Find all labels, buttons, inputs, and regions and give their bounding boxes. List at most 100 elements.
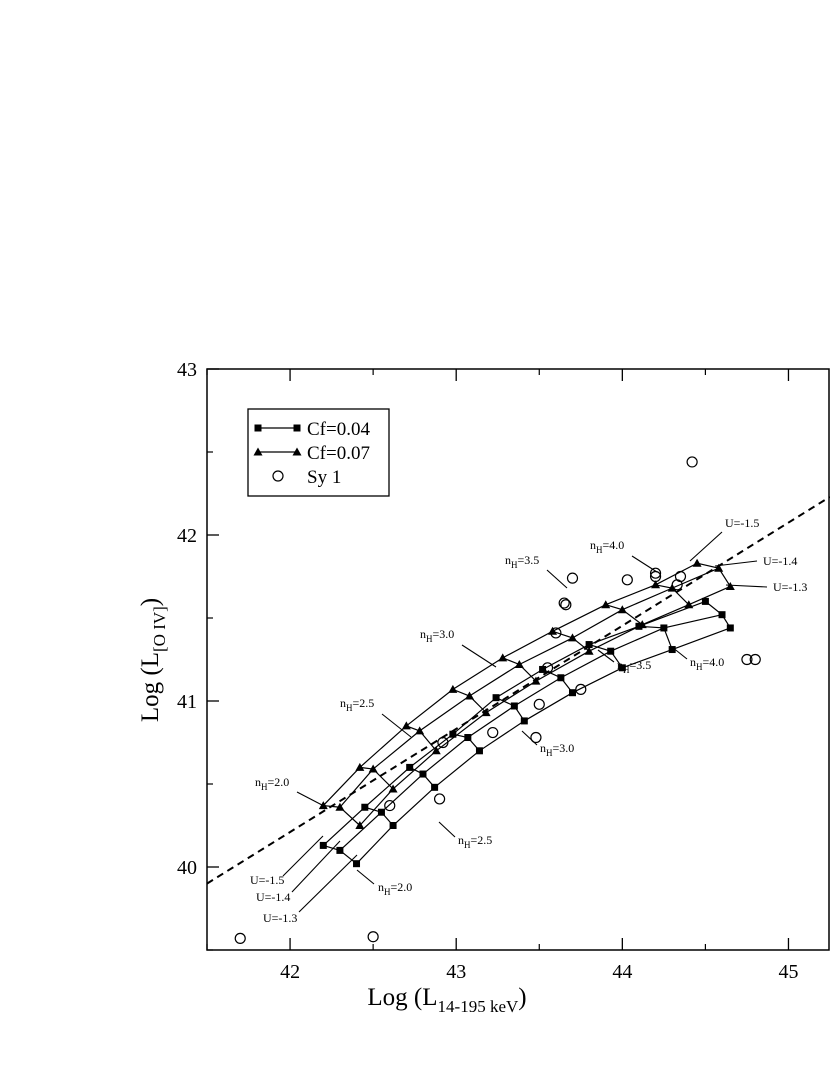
y-tick-label: 42 [177,525,197,547]
annotation-leader [671,646,688,660]
triangle-marker [481,708,491,717]
square-marker [607,647,615,655]
annotation-leader [298,854,358,913]
annotation-part: n [590,538,596,552]
model-curve [359,585,731,826]
triangle-marker [318,801,328,810]
triangle-marker [684,600,694,609]
density-line [705,600,731,629]
triangle-marker [567,633,577,642]
model-curve [339,614,723,851]
annotation-part: U=-1.4 [763,554,797,568]
y-axis-label-part: ) [137,598,164,606]
annotation-leader [356,869,375,885]
circle-marker [530,731,542,744]
triangle-marker [651,580,661,589]
annotation-part: =3.0 [433,627,455,641]
annotation: nH=2.5 [458,833,492,850]
legend-label: Cf=0.04 [307,419,370,440]
x-tick-label: 44 [612,961,632,983]
circle-marker [686,456,698,468]
annotation-part: =2.5 [353,696,375,710]
circle-marker [566,572,579,584]
triangle-marker [335,802,345,811]
annotation-part: H [384,887,391,897]
annotation-part: n [690,655,696,669]
square-marker [618,664,626,672]
annotation-part: =2.0 [268,775,290,789]
fit-line [206,495,830,885]
x-axis-label-part: ) [518,984,526,1011]
annotation-leader [296,791,323,806]
annotation: U=-1.3 [773,580,807,594]
square-marker [701,597,709,605]
annotation-part: =4.0 [603,538,625,552]
square-marker [464,734,472,742]
circle-marker [741,653,753,666]
triangle-marker [601,600,611,609]
square-marker [431,783,439,791]
annotation: nH=2.5 [340,696,374,713]
annotation-part: U=-1.4 [256,890,290,904]
annotation-leader [546,569,568,589]
annotation-part: U=-1.5 [725,516,759,530]
square-marker [726,624,734,632]
annotation-part: n [255,775,261,789]
circle-marker [671,579,683,591]
annotation-leader [291,840,341,893]
triangle-marker [637,620,647,629]
triangle-marker [415,726,425,735]
annotation: nH=2.0 [255,775,289,792]
annotation-part: n [458,833,464,847]
x-axis-label-sub: 14-195 keV [438,997,519,1016]
annotation-part: =3.5 [518,553,540,567]
annotation-leader [282,835,324,877]
annotation-part: =4.0 [703,655,725,669]
y-tick-label: 41 [177,691,197,713]
annotation-leader [461,644,497,668]
triangle-marker [388,784,398,793]
y-axis-label-sub: [O IV] [150,606,169,652]
annotation-part: H [623,665,630,675]
legend-marker [253,447,263,456]
square-marker [660,624,668,632]
annotation: U=-1.5 [250,873,284,887]
annotation-part: U=-1.3 [773,580,807,594]
triangle-marker [725,581,735,590]
circle-marker [649,567,662,579]
x-tick-label: 45 [778,961,798,983]
square-marker [557,674,565,682]
annotation-part: n [340,696,346,710]
circle-marker [487,726,499,739]
triangle-marker [584,646,594,655]
annotation-part: =3.0 [553,741,575,755]
annotation-part: =2.0 [391,880,413,894]
annotation-leader [714,560,758,567]
triangle-marker [355,762,365,771]
square-marker [406,763,414,771]
legend-marker [272,470,284,482]
square-marker [520,717,528,725]
triangle-marker [401,721,411,730]
square-marker [668,646,676,654]
annotation-leader [689,531,723,562]
triangle-marker [464,691,474,700]
annotation-leader [631,555,658,573]
annotation-leader [521,730,538,746]
circle-marker [234,932,246,944]
annotation-part: H [426,634,433,644]
x-axis-label: Log (L14-195 keV) [367,984,526,1016]
square-marker [419,770,427,778]
x-tick-label: 43 [446,961,466,983]
triangle-marker [714,563,724,572]
circle-marker [575,683,587,695]
circle-marker [749,653,761,666]
annotation: nH=3.5 [617,658,651,675]
annotation-part: H [546,748,553,758]
annotation: U=-1.4 [763,554,797,568]
annotation-part: H [696,662,703,672]
triangle-marker [355,821,365,829]
triangle-marker [368,764,378,773]
circle-marker [550,627,562,639]
annotation-part: n [617,658,623,672]
